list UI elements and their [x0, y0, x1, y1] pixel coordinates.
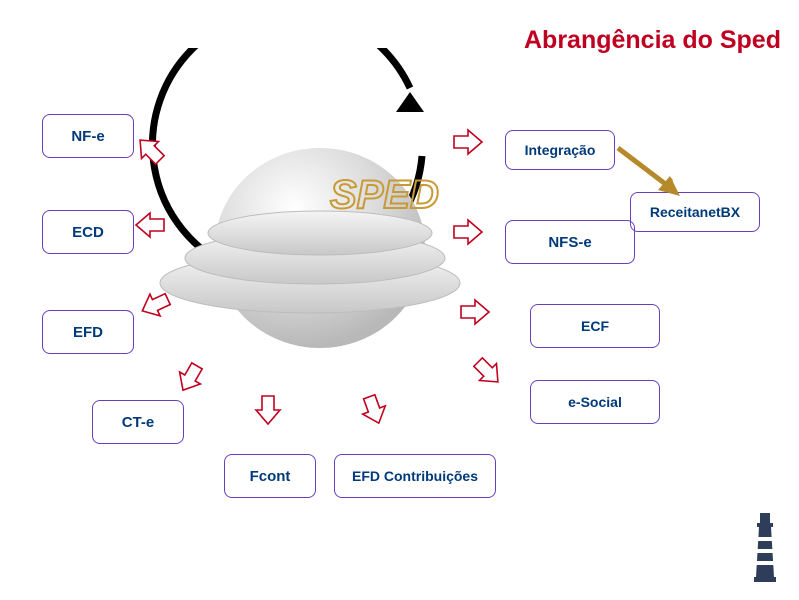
- box-label-nfe: NF-e: [71, 128, 104, 145]
- red-arrow-a-ecd: [130, 205, 170, 245]
- red-arrow-a-cte: [170, 358, 210, 398]
- box-fcont: Fcont: [224, 454, 316, 498]
- box-cte: CT-e: [92, 400, 184, 444]
- sped-logo-text: SPED: [330, 173, 439, 217]
- page-title: Abrangência do Sped: [524, 26, 781, 55]
- red-arrow-a-efd: [135, 285, 175, 325]
- red-arrow-a-fcont: [248, 390, 288, 430]
- lighthouse-icon: [750, 505, 780, 585]
- box-efd: EFD: [42, 310, 134, 354]
- box-label-nfse: NFS-e: [548, 234, 591, 251]
- box-label-ecd: ECD: [72, 224, 104, 241]
- red-arrow-a-nfe: [130, 130, 170, 170]
- box-label-cte: CT-e: [122, 414, 155, 431]
- box-integracao: Integração: [505, 130, 615, 170]
- red-arrow-a-ecf: [455, 292, 495, 332]
- arc-arrowhead: [396, 92, 424, 112]
- box-label-efdcontrib: EFD Contribuições: [352, 468, 478, 484]
- box-efdcontrib: EFD Contribuições: [334, 454, 496, 498]
- box-label-efd: EFD: [73, 324, 103, 341]
- red-arrow-a-nfse: [448, 212, 488, 252]
- sped-ring-3: [208, 211, 432, 255]
- box-label-fcont: Fcont: [250, 468, 291, 485]
- box-label-ecf: ECF: [581, 318, 609, 334]
- box-nfse: NFS-e: [505, 220, 635, 264]
- gold-arrow: [600, 130, 720, 220]
- box-label-esocial: e-Social: [568, 394, 622, 410]
- red-arrow-a-efdcontrib: [354, 390, 394, 430]
- box-label-integracao: Integração: [525, 142, 596, 158]
- red-arrow-a-integracao: [448, 122, 488, 162]
- red-arrow-a-esocial: [468, 352, 508, 392]
- box-ecf: ECF: [530, 304, 660, 348]
- box-esocial: e-Social: [530, 380, 660, 424]
- box-nfe: NF-e: [42, 114, 134, 158]
- box-ecd: ECD: [42, 210, 134, 254]
